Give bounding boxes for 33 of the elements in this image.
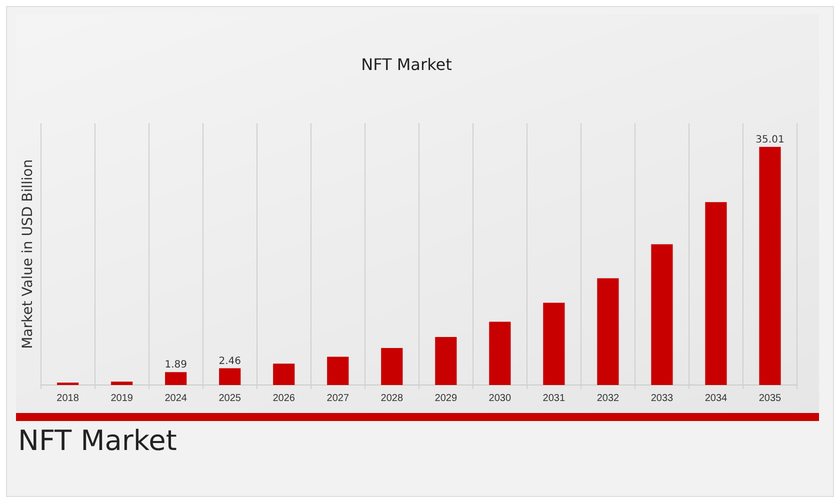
bar [489,322,511,385]
x-tick-label: 2024 [164,392,188,404]
bar [651,244,673,385]
bar [381,348,403,385]
x-tick-label: 2018 [56,392,80,404]
bar [219,368,241,385]
bar [111,382,133,385]
text: NFT Market [18,424,177,457]
x-tick-label: 2026 [272,392,296,404]
x-tick-label: 2031 [542,392,566,404]
x-tick-label: 2032 [596,392,620,404]
bar [435,337,457,385]
x-tick-label: 2025 [218,392,242,404]
chart-title: NFT Market [361,54,452,74]
bar [705,202,727,385]
data-label: 1.89 [164,360,187,371]
data-label: 35.01 [756,134,784,146]
x-tick-label: 2035 [758,392,782,404]
x-tick-label: 2019 [110,392,134,404]
bar [759,146,781,385]
bar [327,356,349,385]
bar [543,302,565,385]
x-tick-label: 2027 [326,392,350,404]
data-label: 2.46 [218,356,241,367]
bar [165,372,187,385]
bar [597,278,619,385]
x-tick-label: 2029 [434,392,458,404]
bar [273,364,295,385]
x-tick-label: 2028 [380,392,404,404]
x-tick-label: 2030 [488,392,512,404]
x-tick-label: 2033 [650,392,674,404]
y-axis-title: Market Value in USD Billion [20,159,36,349]
x-tick-label: 2034 [704,392,728,404]
